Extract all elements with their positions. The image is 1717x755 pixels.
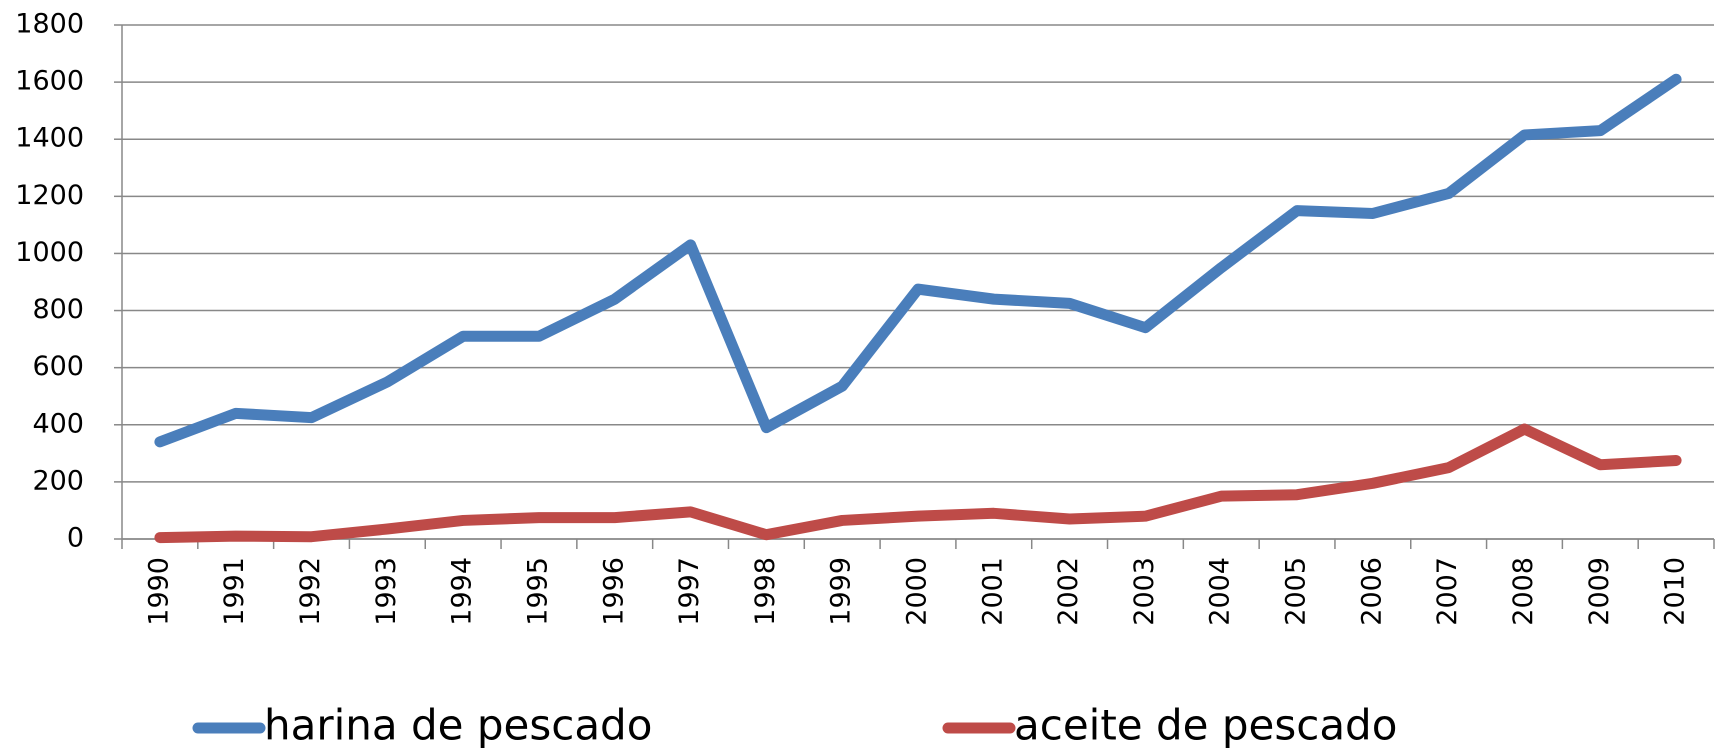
y-tick-label: 1600: [15, 66, 84, 97]
legend-label: harina de pescado: [264, 701, 652, 750]
y-tick-label: 400: [32, 408, 84, 439]
x-tick-label: 1999: [826, 557, 857, 626]
x-tick-label: 1995: [522, 557, 553, 626]
legend-label: aceite de pescado: [1014, 701, 1397, 750]
y-tick-label: 600: [32, 351, 84, 382]
y-tick-label: 1400: [15, 123, 84, 154]
y-tick-label: 0: [67, 523, 84, 554]
x-tick-label: 1996: [598, 557, 629, 626]
series-line: [154, 73, 1682, 448]
series-line: [154, 423, 1682, 544]
x-tick-label: 2000: [902, 557, 933, 626]
x-tick-label: 2005: [1281, 557, 1312, 626]
x-tick-label: 2001: [977, 557, 1008, 626]
x-tick-label: 1993: [371, 557, 402, 626]
x-tick-label: 1994: [447, 557, 478, 626]
x-tick-label: 1998: [750, 557, 781, 626]
y-tick-label: 1000: [15, 237, 84, 268]
y-tick-label: 200: [32, 465, 84, 496]
y-tick-label: 1800: [15, 9, 84, 40]
x-tick-label: 2004: [1205, 557, 1236, 626]
x-tick-label: 1992: [295, 557, 326, 626]
y-tick-label: 800: [32, 294, 84, 325]
x-tick-label: 2009: [1584, 557, 1615, 626]
x-tick-label: 2002: [1053, 557, 1084, 626]
x-tick-label: 1990: [143, 557, 174, 626]
x-tick-label: 2003: [1129, 557, 1160, 626]
x-tick-label: 2008: [1508, 557, 1539, 626]
x-tick-label: 2010: [1660, 557, 1691, 626]
y-tick-label: 1200: [15, 180, 84, 211]
x-tick-label: 1997: [674, 557, 705, 626]
x-tick-label: 2006: [1356, 557, 1387, 626]
x-tick-label: 2007: [1432, 557, 1463, 626]
x-tick-label: 1991: [219, 557, 250, 626]
